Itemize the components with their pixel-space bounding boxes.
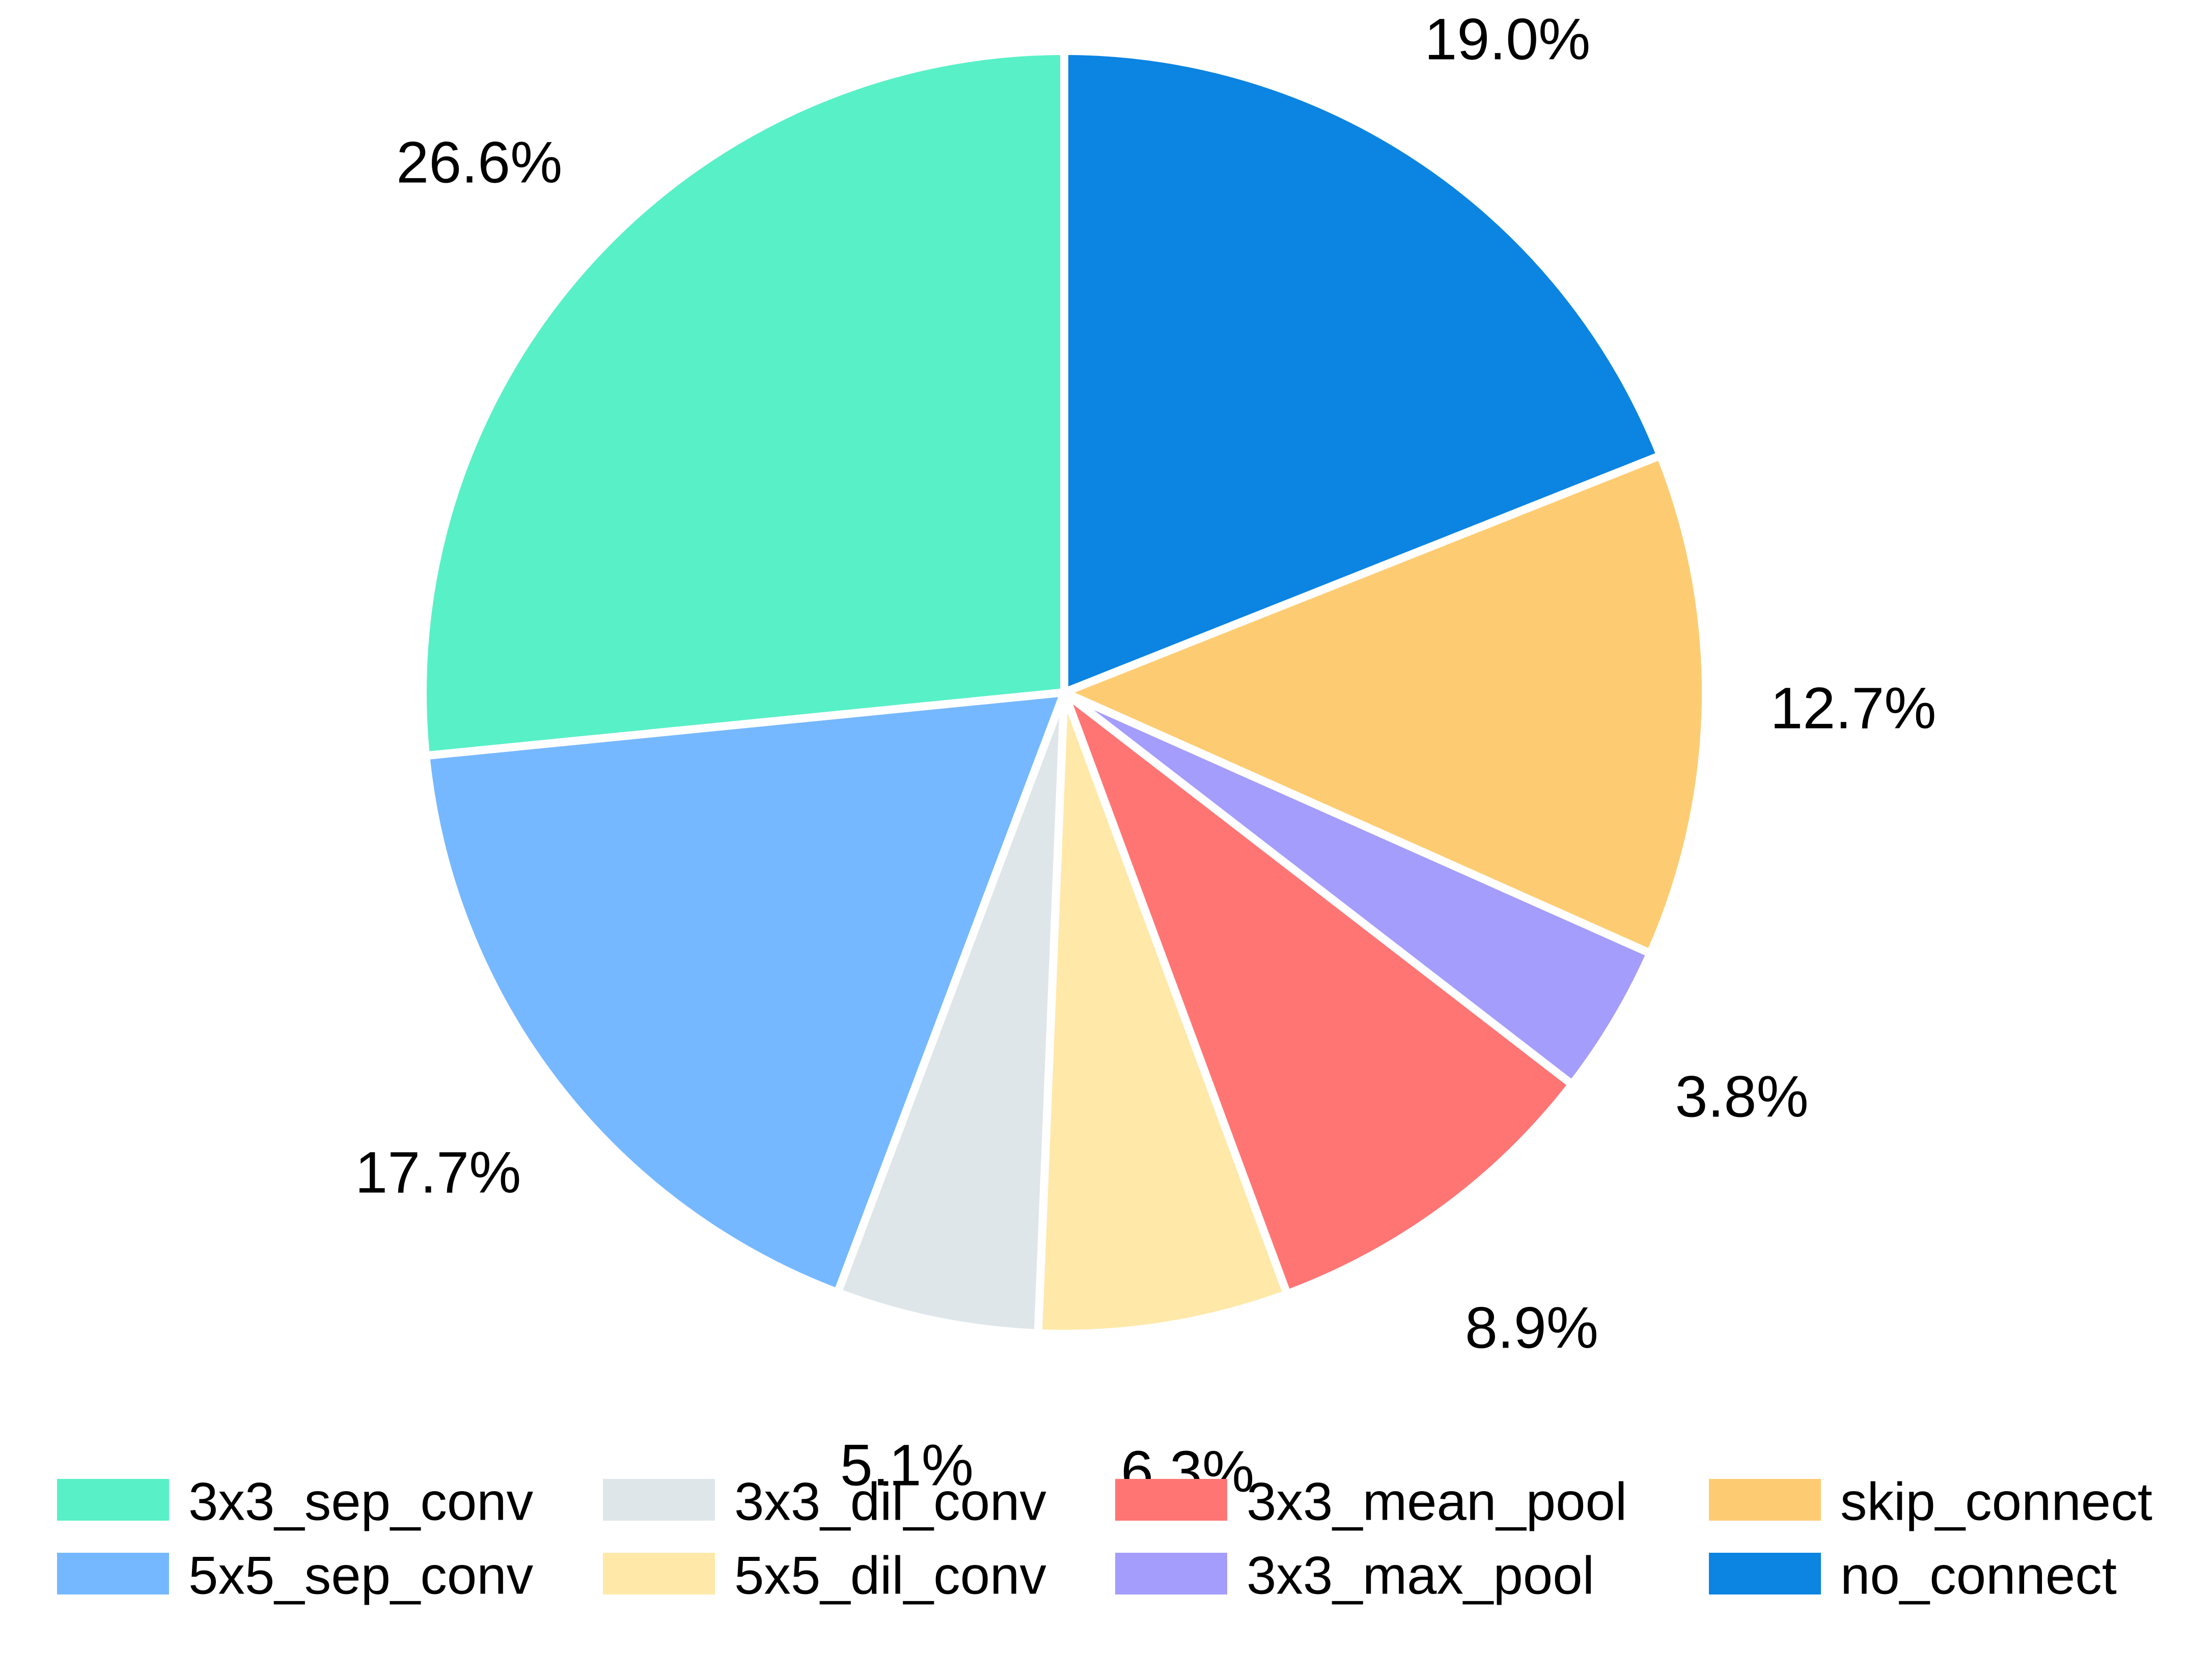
legend-swatch	[1709, 1479, 1821, 1521]
legend-item-3x3-mean-pool: 3x3_mean_pool	[1115, 1472, 1627, 1532]
legend-label: 5x5_dil_conv	[734, 1546, 1046, 1606]
pie-slice-3x3-sep-conv	[419, 47, 1068, 760]
slice-label-3x3-max-pool: 3.8%	[1675, 1065, 1809, 1130]
legend-item-skip-connect: skip_connect	[1709, 1472, 2152, 1532]
legend-swatch	[603, 1553, 715, 1594]
pie-slice-no-connect	[1060, 47, 1665, 696]
slice-label-skip-connect: 12.7%	[1770, 676, 1936, 741]
slice-label-no-connect: 19.0%	[1424, 7, 1590, 72]
pie-slice-5x5-sep-conv	[422, 688, 1068, 1297]
pie-slice-3x3-max-pool	[1060, 688, 1655, 1089]
legend: 3x3_sep_conv 5x5_sep_conv 3x3_dil_conv 5x5_…	[57, 1472, 2152, 1606]
legend-swatch	[57, 1479, 169, 1521]
legend-swatch	[57, 1553, 169, 1594]
legend-label: 3x3_dil_conv	[734, 1472, 1046, 1532]
legend-item-3x3-max-pool: 3x3_max_pool	[1115, 1546, 1594, 1606]
legend-item-3x3-dil-conv: 3x3_dil_conv	[603, 1472, 1046, 1532]
legend-label: 3x3_mean_pool	[1247, 1472, 1627, 1532]
legend-swatch	[1115, 1479, 1227, 1521]
pie-slice-3x3-mean-pool	[1060, 688, 1577, 1298]
legend-label: 5x5_sep_conv	[188, 1546, 534, 1606]
legend-item-5x5-dil-conv: 5x5_dil_conv	[603, 1546, 1046, 1606]
legend-label: 3x3_sep_conv	[188, 1472, 534, 1532]
pie-slice-skip-connect	[1060, 451, 1710, 958]
legend-item-5x5-sep-conv: 5x5_sep_conv	[57, 1546, 534, 1606]
legend-label: skip_connect	[1840, 1472, 2152, 1532]
legend-label: 3x3_max_pool	[1247, 1546, 1594, 1606]
legend-item-no-connect: no_connect	[1709, 1546, 2117, 1606]
slice-label-3x3-dil-conv: 5.1%	[840, 1433, 974, 1498]
legend-item-3x3-sep-conv: 3x3_sep_conv	[57, 1472, 534, 1532]
slice-label-3x3-mean-pool: 8.9%	[1465, 1296, 1598, 1361]
legend-label: no_connect	[1840, 1546, 2117, 1606]
percentage-labels: 19.0%12.7%3.8%8.9%6.3%5.1%17.7%26.6%	[355, 7, 1936, 1504]
legend-swatch	[1709, 1553, 1821, 1594]
legend-swatch	[603, 1479, 715, 1521]
legend-swatch	[1115, 1553, 1227, 1594]
slice-label-3x3-sep-conv: 26.6%	[396, 130, 562, 195]
pie-slice-5x5-dil-conv	[1034, 688, 1291, 1338]
slice-label-5x5-sep-conv: 17.7%	[355, 1140, 521, 1205]
pie-slices	[419, 47, 1710, 1338]
